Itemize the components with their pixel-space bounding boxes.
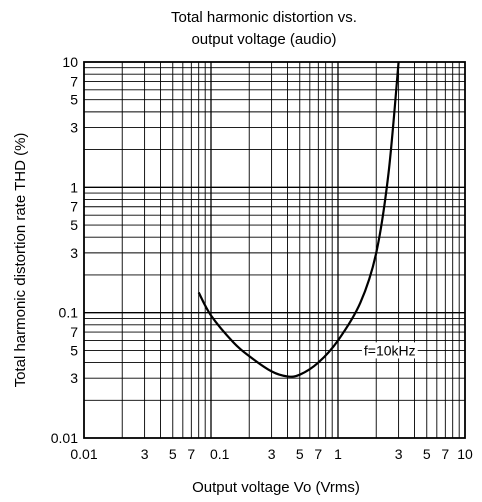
x-axis-label: Output voltage Vo (Vrms) — [192, 479, 360, 496]
x-tick-label: 3 — [141, 446, 149, 462]
curve-annotation: f=10kHz — [364, 342, 416, 358]
x-tick-label: 7 — [187, 446, 195, 462]
plot-frame — [83, 61, 466, 439]
series-group — [197, 61, 400, 378]
y-tick-label: 1 — [70, 179, 78, 195]
y-tick-label: 3 — [70, 245, 78, 261]
x-tick-label: 5 — [169, 446, 177, 462]
y-tick-label: 5 — [70, 217, 78, 233]
y-tick-label: 7 — [70, 73, 78, 89]
y-tick-label: 0.01 — [51, 430, 78, 446]
x-tick-label: 7 — [314, 446, 322, 462]
annotation-background — [361, 342, 418, 359]
grid — [84, 62, 465, 438]
x-tick-label: 5 — [423, 446, 431, 462]
y-tick-label: 10 — [62, 54, 78, 70]
y-tick-label: 7 — [70, 324, 78, 340]
y-tick-label: 7 — [70, 199, 78, 215]
y-tick-labels: 10 7 5 3 1 7 5 3 0.1 7 5 3 0.01 — [51, 54, 78, 446]
x-tick-labels: 0.01 3 5 7 0.1 3 5 7 1 3 5 7 10 — [70, 446, 473, 462]
y-tick-label: 5 — [70, 342, 78, 358]
x-tick-label: 0.1 — [210, 446, 230, 462]
x-tick-label: 3 — [268, 446, 276, 462]
y-tick-label: 5 — [70, 92, 78, 108]
plot-border — [83, 61, 466, 439]
series-line-0 — [197, 61, 400, 378]
chart-title-line-1: Total harmonic distortion vs. — [171, 9, 357, 26]
annotations: f=10kHz — [361, 342, 418, 359]
y-tick-label: 3 — [70, 370, 78, 386]
x-tick-label: 10 — [457, 446, 473, 462]
x-tick-label: 5 — [296, 446, 304, 462]
y-tick-label: 3 — [70, 120, 78, 136]
x-tick-label: 1 — [334, 446, 342, 462]
y-tick-label: 0.1 — [59, 305, 79, 321]
x-tick-label: 0.01 — [70, 446, 97, 462]
x-tick-label: 3 — [395, 446, 403, 462]
y-axis-label: Total harmonic distortion rate THD (%) — [12, 133, 29, 388]
chart-title-line-2: output voltage (audio) — [191, 31, 336, 48]
x-tick-label: 7 — [441, 446, 449, 462]
